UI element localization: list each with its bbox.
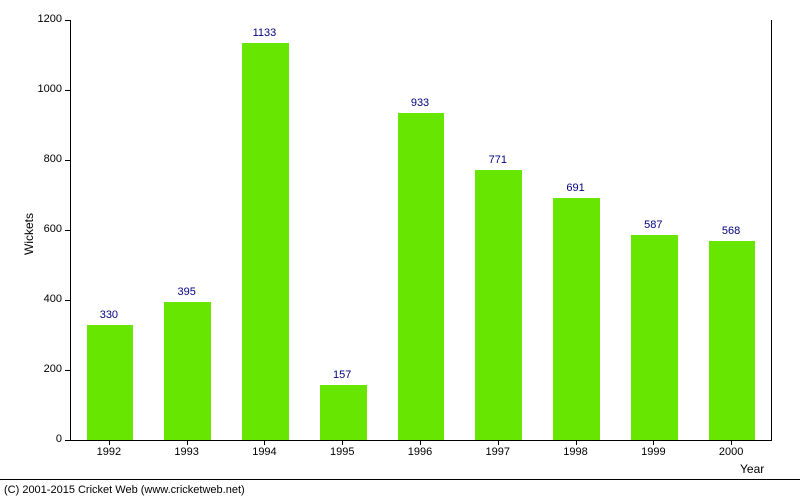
x-axis-label: Year <box>740 462 764 476</box>
x-tick-label: 1995 <box>330 446 354 458</box>
x-tick-label: 1999 <box>641 446 665 458</box>
y-tick-mark <box>65 90 70 91</box>
y-tick-label: 0 <box>22 433 62 445</box>
bar <box>553 198 600 440</box>
bar-value-label: 395 <box>177 286 195 298</box>
plot-area <box>70 20 772 441</box>
x-tick-label: 1998 <box>563 446 587 458</box>
y-tick-mark <box>65 230 70 231</box>
bar <box>398 113 445 440</box>
y-tick-label: 400 <box>22 293 62 305</box>
bar <box>320 385 367 440</box>
bar-value-label: 1133 <box>253 27 277 39</box>
y-tick-label: 600 <box>22 223 62 235</box>
copyright-text: (C) 2001-2015 Cricket Web (www.cricketwe… <box>4 484 245 496</box>
x-tick-label: 1997 <box>486 446 510 458</box>
x-tick-mark <box>264 440 265 445</box>
bar <box>87 325 134 441</box>
x-tick-label: 1993 <box>174 446 198 458</box>
x-tick-mark <box>653 440 654 445</box>
x-tick-mark <box>342 440 343 445</box>
footer-divider <box>0 479 800 480</box>
bar-value-label: 771 <box>489 154 507 166</box>
bar <box>631 235 678 440</box>
y-tick-mark <box>65 440 70 441</box>
y-tick-label: 200 <box>22 363 62 375</box>
bar-value-label: 330 <box>100 309 118 321</box>
bar <box>475 170 522 440</box>
y-tick-mark <box>65 160 70 161</box>
y-tick-label: 1200 <box>22 13 62 25</box>
x-tick-label: 1996 <box>408 446 432 458</box>
bar <box>709 241 756 440</box>
y-tick-label: 800 <box>22 153 62 165</box>
bar-value-label: 691 <box>566 182 584 194</box>
bar <box>242 43 289 440</box>
x-tick-label: 1992 <box>97 446 121 458</box>
y-tick-mark <box>65 370 70 371</box>
y-tick-mark <box>65 20 70 21</box>
bar-value-label: 568 <box>722 225 740 237</box>
x-tick-mark <box>420 440 421 445</box>
y-tick-mark <box>65 300 70 301</box>
bar-value-label: 157 <box>333 369 351 381</box>
x-tick-label: 2000 <box>719 446 743 458</box>
x-tick-mark <box>731 440 732 445</box>
x-tick-mark <box>109 440 110 445</box>
bar-value-label: 587 <box>644 219 662 231</box>
x-tick-mark <box>576 440 577 445</box>
chart-container: Wickets Year (C) 2001-2015 Cricket Web (… <box>0 0 800 500</box>
x-tick-mark <box>187 440 188 445</box>
bar-value-label: 933 <box>411 97 429 109</box>
x-tick-mark <box>498 440 499 445</box>
x-tick-label: 1994 <box>252 446 276 458</box>
bar <box>164 302 211 440</box>
y-tick-label: 1000 <box>22 83 62 95</box>
